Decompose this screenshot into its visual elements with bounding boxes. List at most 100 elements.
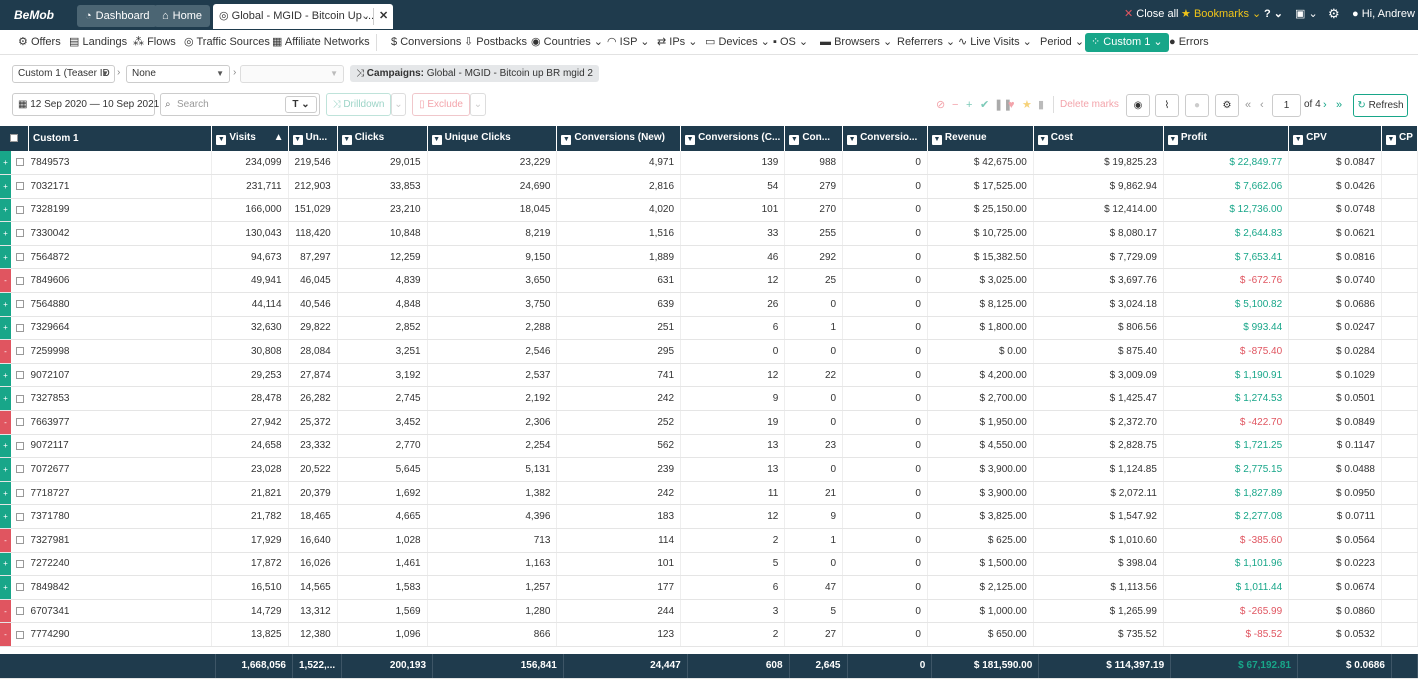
exclude-button[interactable]: ▯ Exclude <box>412 93 470 116</box>
col-uniq[interactable]: ▼ Un... <box>288 126 338 151</box>
campaign-filter-chip[interactable]: ⤨ Campaigns: Global - MGID - Bitcoin up … <box>350 65 599 82</box>
nav-live-visits[interactable]: ∿ Live Visits ⌄ <box>958 36 1032 48</box>
col-profit[interactable]: ▼ Profit <box>1163 126 1290 151</box>
col-con[interactable]: ▼ Con... <box>784 126 844 151</box>
col-conversio[interactable]: ▼ Conversio... <box>842 126 928 151</box>
first-page-icon[interactable]: « <box>1245 99 1252 111</box>
table-row[interactable]: +7371780 21,782 18,465 4,665 4,396 183 12 9 0 $ 3… <box>0 504 1418 529</box>
column-settings-button[interactable]: ⚙ <box>1215 94 1239 117</box>
row-checkbox[interactable] <box>10 151 29 176</box>
chart-button[interactable]: ⌇ <box>1155 94 1179 117</box>
table-row[interactable]: -7849606 49,941 46,045 4,839 3,650 631 12 25 0 $ … <box>0 268 1418 294</box>
col-revenue[interactable]: ▼ Revenue <box>927 126 1034 151</box>
eye-button[interactable]: ◉ <box>1126 94 1150 117</box>
row-checkbox[interactable] <box>10 552 29 577</box>
nav-affiliate-networks[interactable]: ▦ Affiliate Networks <box>272 36 370 48</box>
nav-errors[interactable]: ● Errors <box>1169 36 1209 48</box>
text-filter-toggle[interactable]: T ⌄ <box>285 96 317 113</box>
col-visits[interactable]: ▼ Visits ▲ <box>211 126 289 151</box>
table-row[interactable]: +7272240 17,872 16,026 1,461 1,163 101 5 0 0 $ 1,… <box>0 552 1418 577</box>
group-select-2[interactable]: None ▼ <box>126 65 230 83</box>
nav-flows[interactable]: ⁂ Flows <box>133 36 176 48</box>
windows-menu[interactable]: ▣ ⌄ <box>1295 8 1318 20</box>
nav-browsers[interactable]: ▬ Browsers ⌄ <box>820 36 893 48</box>
table-row[interactable]: -7327981 17,929 16,640 1,028 713 114 2 1 0 $ 625.… <box>0 528 1418 553</box>
col-unique-clicks[interactable]: ▼ Unique Clicks <box>427 126 558 151</box>
row-checkbox[interactable] <box>10 245 29 270</box>
last-page-icon[interactable]: » <box>1336 99 1343 111</box>
row-checkbox[interactable] <box>10 599 29 624</box>
table-row[interactable]: +7032171 231,711 212,903 33,853 24,690 2,816 5… <box>0 174 1418 199</box>
nav-traffic-sources[interactable]: ◎ Traffic Sources <box>184 36 270 48</box>
comment-button[interactable]: ● <box>1185 94 1209 117</box>
close-all-button[interactable]: ✕ Close all <box>1124 8 1179 20</box>
row-checkbox[interactable] <box>10 622 29 647</box>
col-cp[interactable]: ▼ CP <box>1381 126 1418 151</box>
table-row[interactable]: +7330042 130,043 118,420 10,848 8,219 1,516 33… <box>0 221 1418 246</box>
drilldown-dropdown[interactable]: ⌄ <box>391 93 406 116</box>
nav-os[interactable]: ▪ OS ⌄ <box>773 36 809 48</box>
row-checkbox[interactable] <box>10 504 29 529</box>
nav-landings[interactable]: ▤ Landings <box>69 36 128 48</box>
group-select-1[interactable]: Custom 1 (Teaser ID ▼ <box>12 65 115 83</box>
col-clicks[interactable]: ▼ Clicks <box>337 126 428 151</box>
table-row[interactable]: -6707341 14,729 13,312 1,569 1,280 244 3 5 0 $ 1,… <box>0 599 1418 624</box>
col-cost[interactable]: ▼ Cost <box>1033 126 1164 151</box>
col-custom1[interactable]: Custom 1 <box>28 126 213 151</box>
check-icon[interactable]: ✔ <box>980 99 990 111</box>
bemob-logo[interactable]: BeMob <box>14 8 54 22</box>
nav-postbacks[interactable]: ⇩ Postbacks <box>464 36 528 48</box>
row-checkbox[interactable] <box>10 386 29 412</box>
prev-page-icon[interactable]: ‹ <box>1260 99 1264 111</box>
table-row[interactable]: +7849573 234,099 219,546 29,015 23,229 4,971 1… <box>0 151 1418 176</box>
page-input[interactable]: 1 <box>1272 94 1301 117</box>
heart-icon[interactable]: ♥ <box>1008 99 1015 111</box>
row-checkbox[interactable] <box>10 434 29 459</box>
row-checkbox[interactable] <box>10 221 29 246</box>
nav-isp[interactable]: ◠ ISP ⌄ <box>607 36 650 48</box>
table-row[interactable]: +7718727 21,821 20,379 1,692 1,382 242 11 21 0 $ … <box>0 481 1418 506</box>
table-row[interactable]: +7072677 23,028 20,522 5,645 5,131 239 13 0 0 $ 3… <box>0 457 1418 482</box>
ban-icon[interactable]: ⊘ <box>936 99 946 111</box>
delete-marks-button[interactable]: Delete marks <box>1060 99 1119 110</box>
nav-custom1[interactable]: ⁘ Custom 1 ⌄ <box>1085 33 1169 52</box>
nav-referrers[interactable]: Referrers ⌄ <box>897 36 956 48</box>
row-checkbox[interactable] <box>10 268 29 294</box>
chevron-down-icon[interactable]: ⌄ <box>361 10 371 22</box>
row-checkbox[interactable] <box>10 174 29 199</box>
trash-icon[interactable]: ▮ <box>1038 99 1045 111</box>
pause-icon[interactable]: ❚❚ <box>994 99 1013 111</box>
nav-ips[interactable]: ⇄ IPs ⌄ <box>657 36 698 48</box>
next-page-icon[interactable]: › <box>1323 99 1327 111</box>
table-row[interactable]: +7849842 16,510 14,565 1,583 1,257 177 6 47 0 $ 2… <box>0 575 1418 600</box>
table-row[interactable]: +7564880 44,114 40,546 4,848 3,750 639 26 0 0 $ 8… <box>0 292 1418 317</box>
star-icon[interactable]: ★ <box>1022 99 1032 111</box>
row-checkbox[interactable] <box>10 410 29 435</box>
plus-icon[interactable]: + <box>966 99 973 111</box>
table-row[interactable]: -7663977 27,942 25,372 3,452 2,306 252 19 0 0 $ 1… <box>0 410 1418 435</box>
drilldown-button[interactable]: ⤨ Drilldown <box>326 93 391 116</box>
close-tab-icon[interactable]: ✕ <box>379 10 389 22</box>
col-conversions-new[interactable]: ▼ Conversions (New) <box>556 126 682 151</box>
row-checkbox[interactable] <box>10 363 29 388</box>
row-checkbox[interactable] <box>10 457 29 482</box>
nav-period[interactable]: Period ⌄ <box>1040 36 1085 48</box>
table-row[interactable]: +7328199 166,000 151,029 23,210 18,045 4,020 1… <box>0 198 1418 223</box>
table-row[interactable]: -7774290 13,825 12,380 1,096 866 123 2 27 0 $ 650… <box>0 622 1418 647</box>
dashboard-tab[interactable]: ◔ Dashboard <box>77 5 158 27</box>
nav-countries[interactable]: ◉ Countries ⌄ <box>531 36 604 48</box>
table-row[interactable]: +9072107 29,253 27,874 3,192 2,537 741 12 22 0 $ … <box>0 363 1418 388</box>
bookmarks-button[interactable]: ★ Bookmarks ⌄ <box>1181 8 1262 20</box>
group-select-3[interactable]: ▼ <box>240 65 344 83</box>
minus-icon[interactable]: − <box>952 99 959 111</box>
date-range-picker[interactable]: ▦ 12 Sep 2020 — 10 Sep 2021 ⌄ <box>12 93 170 116</box>
table-row[interactable]: +9072117 24,658 23,332 2,770 2,254 562 13 23 0 $ … <box>0 434 1418 459</box>
table-row[interactable]: +7564872 94,673 87,297 12,259 9,150 1,889 46 29… <box>0 245 1418 270</box>
campaign-tab[interactable]: ◎ Global - MGID - Bitcoin Up ... ⌄ ✕ <box>213 4 393 29</box>
user-menu[interactable]: ● Hi, Andrew <box>1352 8 1415 20</box>
help-menu[interactable]: ? ⌄ <box>1264 8 1284 20</box>
row-checkbox[interactable] <box>10 528 29 553</box>
nav-devices[interactable]: ▭ Devices ⌄ <box>705 36 770 48</box>
row-checkbox[interactable] <box>10 339 29 364</box>
search-input[interactable]: ⌕ Search T ⌄ <box>160 93 320 116</box>
